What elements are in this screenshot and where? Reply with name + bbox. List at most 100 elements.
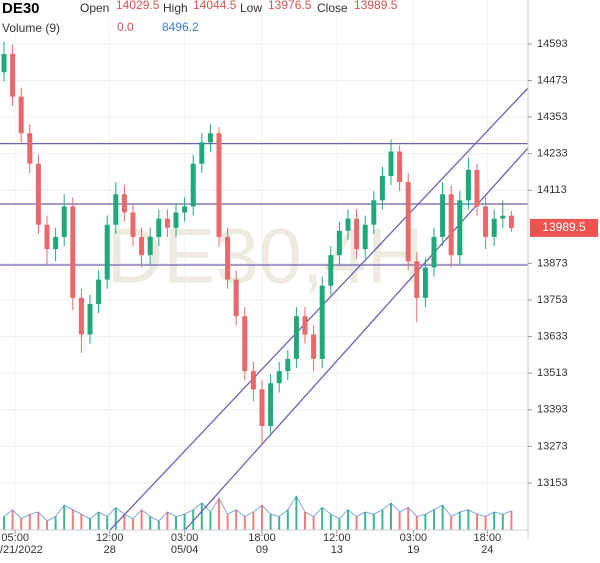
volume-bar	[71, 509, 74, 530]
candle-body	[18, 96, 24, 134]
volume-bar	[450, 516, 453, 530]
y-tick-label: 14473	[537, 74, 568, 86]
close-value: 13989.5	[354, 0, 398, 12]
volume-bar	[200, 503, 203, 530]
candle-body	[164, 218, 170, 228]
volume-bar	[243, 516, 246, 530]
volume-bar	[183, 514, 186, 530]
y-tick-label: 14353	[537, 111, 568, 123]
price-tag-label: 13989.5	[542, 220, 586, 234]
volume-bar	[484, 516, 487, 530]
volume-area	[3, 495, 512, 522]
x-tick-sublabel: 05/04	[171, 544, 199, 556]
volume-bar	[415, 516, 418, 530]
volume-bar	[63, 505, 66, 530]
candle-body	[139, 236, 145, 256]
candle-body	[354, 218, 360, 250]
candle-body	[104, 224, 110, 280]
y-tick-label: 13753	[537, 294, 568, 306]
candle-body	[302, 316, 308, 335]
volume-bar	[3, 516, 5, 530]
candle-body	[474, 169, 480, 207]
volume-bar	[140, 509, 143, 530]
candle-body	[379, 175, 385, 201]
candle-body	[199, 142, 205, 164]
candle-body	[242, 316, 248, 372]
x-tick-label: 12:00	[96, 532, 124, 544]
volume-bar	[364, 512, 367, 530]
volume-bar	[286, 509, 289, 530]
low-value: 13976.5	[268, 0, 312, 12]
y-tick-label: 13273	[537, 440, 568, 452]
y-tick-label: 13513	[537, 367, 568, 379]
volume-bar	[278, 516, 281, 530]
candle-body	[440, 194, 446, 237]
volume-bar	[372, 514, 375, 530]
volume-bar	[37, 512, 40, 530]
volume-bar	[80, 514, 83, 530]
volume	[3, 495, 513, 530]
volume-bar	[28, 514, 31, 530]
candle-body	[259, 389, 265, 426]
trend-line	[184, 147, 528, 531]
candle-body	[276, 371, 282, 384]
candle-body	[130, 212, 136, 237]
volume-bar	[304, 512, 306, 530]
symbol: DE30	[2, 0, 40, 17]
candle-body	[87, 303, 93, 335]
x-tick-sublabel: 28	[104, 544, 116, 556]
volume-bar	[157, 521, 160, 530]
x-tick-label: 18:00	[248, 532, 276, 544]
x-tick-sublabel: 24	[481, 544, 493, 556]
x-tick-label: 03:00	[400, 532, 428, 544]
candle-body	[44, 224, 50, 250]
price-tag	[530, 218, 598, 237]
candle-body	[465, 169, 471, 201]
volume-bar	[467, 509, 470, 530]
candle-body	[35, 163, 41, 225]
label: Close	[317, 1, 348, 15]
volume-bar	[398, 512, 401, 530]
volume-bar	[433, 509, 435, 530]
candle-body	[207, 133, 213, 143]
x-tick-sublabel: 13	[331, 544, 343, 556]
x-tick-label: 05:00	[1, 532, 29, 544]
candle-body	[27, 133, 33, 164]
volume-bar	[226, 514, 229, 530]
volume-bar	[261, 505, 263, 530]
x-tick-sublabel: 19	[407, 544, 419, 556]
volume-bar	[11, 509, 14, 530]
candle-body	[457, 200, 463, 256]
candle-body	[225, 236, 231, 280]
volume-bar	[441, 505, 444, 530]
candle-body	[500, 215, 506, 219]
volume-bar	[501, 514, 504, 530]
candle-body	[371, 200, 377, 225]
high-value: 14044.5	[193, 0, 237, 12]
candle-body	[483, 206, 489, 237]
candle-body	[345, 218, 351, 231]
volume-bar	[347, 509, 349, 530]
candle-body	[328, 255, 334, 286]
volume-bar	[209, 512, 212, 530]
candle-body	[293, 316, 299, 359]
label: Open	[80, 1, 109, 15]
candle-body	[113, 194, 119, 225]
candle-body	[388, 151, 394, 176]
candle-body	[319, 285, 325, 359]
volume-bar	[381, 509, 384, 530]
volume-bar	[89, 518, 91, 530]
candle-body	[250, 371, 256, 390]
x-tick-sublabel: 09	[256, 544, 268, 556]
volume-bar	[123, 514, 126, 530]
candle-body	[216, 133, 222, 237]
volume-bar	[97, 512, 100, 530]
candle-body	[10, 53, 16, 97]
candle-body	[190, 163, 196, 207]
x-tick-sublabel: 04/21/2022	[0, 544, 43, 556]
volume-label: Volume (9)	[2, 21, 60, 35]
volume-bar	[20, 518, 23, 530]
candle-body	[53, 236, 59, 250]
